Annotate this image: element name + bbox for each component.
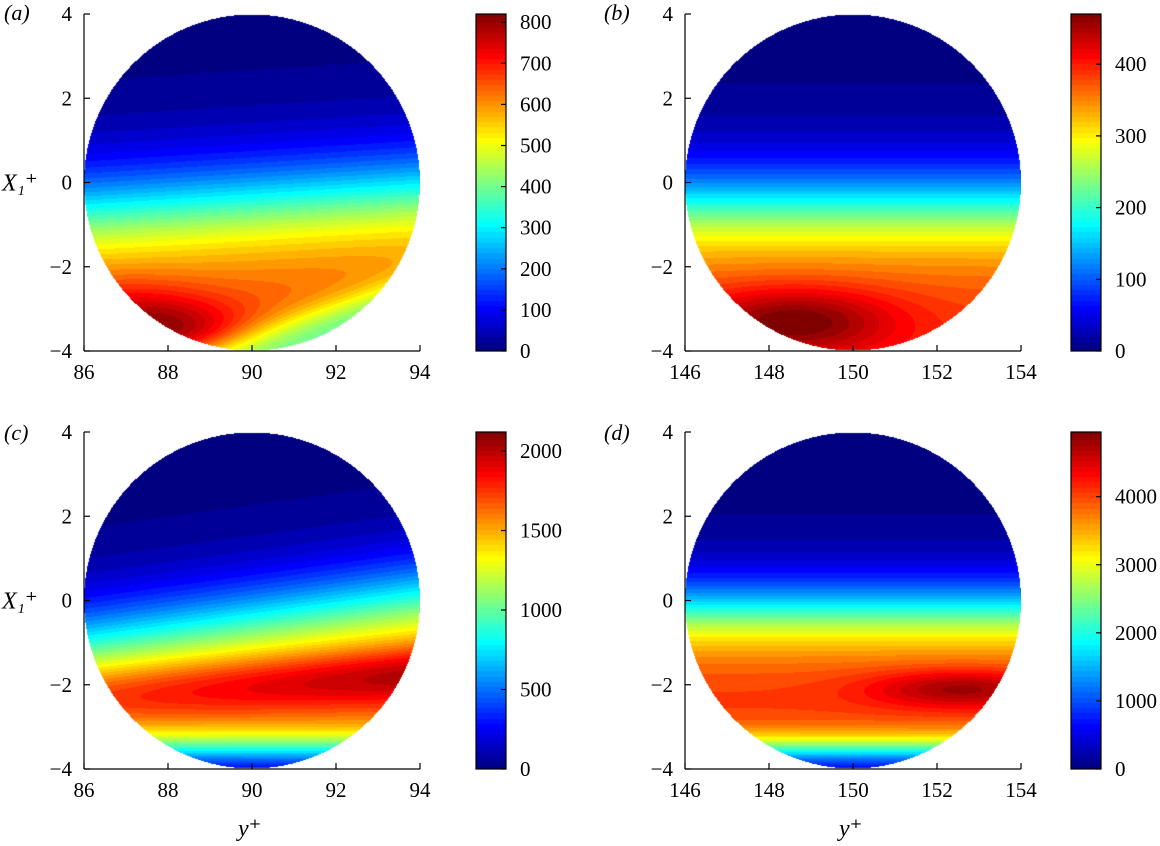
x-tick-label: 88 [158,778,179,802]
colorbar-tick-label: 2000 [1115,621,1157,645]
colorbar-tick-label: 1000 [1115,689,1157,713]
y-tick-label: 4 [663,420,674,444]
y-tick-label: 4 [62,420,73,444]
colorbar-tick-label: 500 [520,134,552,158]
colorbar-tick-label: 500 [520,678,552,702]
y-tick-label: 2 [62,86,73,110]
colorbar-tick-label: 4000 [1115,485,1157,509]
x-tick-label: 148 [753,778,785,802]
y-tick-label: 0 [62,589,73,613]
y-axis-label: X₁⁺ [1,589,38,615]
y-tick-label: −2 [50,255,72,279]
y-tick-label: 4 [62,2,73,26]
colorbar-tick-label: 600 [520,92,552,116]
y-tick-label: −4 [50,757,73,781]
colorbar-tick-label: 0 [1115,339,1126,363]
y-tick-label: 0 [663,589,674,613]
colorbar-frame [475,431,507,770]
heatmap-disc [84,14,420,351]
colorbar-tick-label: 100 [520,298,552,322]
y-tick-label: 4 [663,2,674,26]
y-tick-label: −2 [651,673,673,697]
heatmap-disc [685,14,1021,351]
colorbar-frame [1070,431,1102,770]
x-tick-label: 150 [837,778,869,802]
colorbar-tick-label: 300 [520,216,552,240]
colorbar-tick-label: 0 [520,757,531,781]
panel-label: (b) [604,0,630,25]
x-axis-label: y⁺ [236,816,261,842]
y-tick-label: −4 [50,339,73,363]
panel-label: (c) [4,420,28,445]
colorbar-tick-label: 0 [1115,757,1126,781]
colorbar [1071,14,1101,351]
panel-c: −4 −2 0 2 4 86 88 90 92 94 (c) X₁⁺ y⁺ 0 500 1000 1500 200… [1,420,562,842]
colorbar [1071,432,1101,769]
x-tick-label: 94 [410,778,432,802]
x-tick-label: 154 [1005,360,1037,384]
colorbar [476,14,506,351]
colorbar-frame [1070,13,1102,352]
colorbar-tick-label: 1000 [520,598,562,622]
colorbar-frame [475,13,507,352]
panel-a: −4 −2 0 2 4 86 88 90 92 94 (a) X₁⁺ 0 100 200 300 400 500 6… [1,0,552,384]
colorbar-tick-label: 2000 [520,439,562,463]
heatmap-disc [685,432,1021,769]
colorbar [476,432,506,769]
colorbar-tick-label: 100 [1115,267,1147,291]
colorbar-tick-label: 200 [1115,196,1147,220]
panel-b: −4 −2 0 2 4 146 148 150 152 154 (b) 0 100 200 300 400 [604,0,1147,384]
y-axis-label: X₁⁺ [1,171,38,197]
y-tick-label: −2 [651,255,673,279]
x-tick-label: 150 [837,360,869,384]
colorbar-tick-label: 3000 [1115,553,1157,577]
panel-label: (a) [4,0,30,25]
x-tick-label: 152 [921,360,953,384]
colorbar-tick-label: 300 [1115,124,1147,148]
heatmap-disc [84,432,420,769]
x-tick-label: 90 [242,360,263,384]
x-tick-label: 86 [74,360,95,384]
y-tick-label: −2 [50,673,72,697]
x-tick-label: 146 [669,360,701,384]
colorbar-tick-label: 0 [520,339,531,363]
colorbar-tick-label: 1500 [520,519,562,543]
x-axis-label: y⁺ [837,816,862,842]
y-tick-label: 0 [663,171,674,195]
x-tick-label: 148 [753,360,785,384]
colorbar-tick-label: 400 [520,175,552,199]
x-tick-label: 146 [669,778,701,802]
colorbar-tick-label: 200 [520,257,552,281]
y-tick-label: 2 [62,504,73,528]
y-tick-label: 2 [663,86,674,110]
colorbar-tick-label: 700 [520,51,552,75]
x-tick-label: 154 [1005,778,1037,802]
y-tick-label: −4 [651,757,674,781]
x-tick-label: 88 [158,360,179,384]
colorbar-tick-label: 800 [520,10,552,34]
x-tick-label: 94 [410,360,432,384]
x-tick-label: 92 [326,360,347,384]
x-tick-label: 90 [242,778,263,802]
y-tick-label: 0 [62,171,73,195]
panel-label: (d) [604,420,630,445]
x-tick-label: 92 [326,778,347,802]
x-tick-label: 86 [74,778,95,802]
panel-d: −4 −2 0 2 4 146 148 150 152 154 (d) y⁺ 0 1000 2000 3000… [604,420,1157,842]
colorbar-tick-label: 400 [1115,52,1147,76]
y-tick-label: −4 [651,339,674,363]
y-tick-label: 2 [663,504,674,528]
x-tick-label: 152 [921,778,953,802]
